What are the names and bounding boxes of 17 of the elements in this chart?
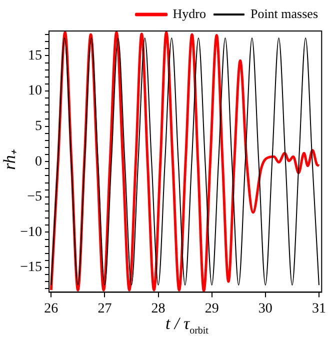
y-tick-label: 15 (28, 48, 42, 64)
y-tick-label: −10 (20, 224, 42, 240)
y-axis-title: rh₊ (0, 149, 20, 170)
x-tick-label: 31 (312, 301, 326, 316)
x-tick-label: 28 (151, 301, 166, 316)
x-tick-label: 27 (98, 301, 112, 316)
y-tick-label: −15 (20, 260, 42, 276)
x-axis-title: t / τ$_{orbit}$ (166, 314, 208, 336)
legend-label: Hydro (172, 6, 206, 21)
x-tick-label: 30 (258, 301, 272, 316)
x-tick-label: 29 (204, 301, 219, 316)
legend-label: Point masses (250, 6, 318, 21)
y-tick-label: −5 (27, 190, 42, 205)
y-tick-label: 10 (28, 84, 42, 99)
x-tick-label: 26 (44, 301, 58, 316)
y-tick-label: 5 (35, 118, 42, 134)
y-tick-label: 0 (35, 154, 42, 170)
